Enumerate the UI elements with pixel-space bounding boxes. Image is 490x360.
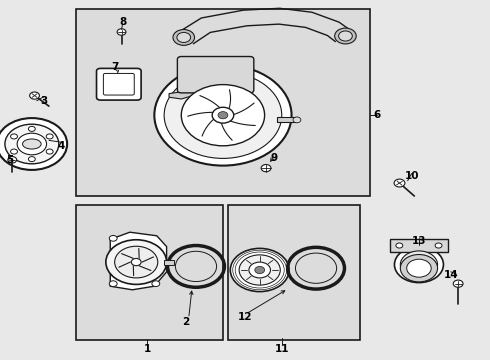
Circle shape bbox=[230, 248, 289, 292]
Bar bbox=[228, 205, 360, 340]
Circle shape bbox=[394, 247, 443, 283]
Ellipse shape bbox=[23, 139, 41, 149]
Circle shape bbox=[11, 134, 18, 139]
Circle shape bbox=[109, 235, 117, 241]
Circle shape bbox=[106, 240, 167, 284]
FancyBboxPatch shape bbox=[97, 68, 141, 100]
Text: 2: 2 bbox=[183, 317, 190, 327]
Text: 11: 11 bbox=[274, 344, 289, 354]
Circle shape bbox=[5, 124, 59, 164]
Circle shape bbox=[396, 243, 403, 248]
Text: 4: 4 bbox=[57, 141, 65, 151]
FancyBboxPatch shape bbox=[390, 239, 448, 252]
Text: 5: 5 bbox=[6, 155, 13, 165]
Circle shape bbox=[154, 65, 292, 166]
Circle shape bbox=[218, 112, 228, 119]
Circle shape bbox=[177, 32, 191, 42]
Circle shape bbox=[8, 157, 17, 163]
Circle shape bbox=[11, 149, 18, 154]
Circle shape bbox=[117, 29, 126, 35]
Circle shape bbox=[335, 28, 356, 44]
Circle shape bbox=[28, 126, 35, 131]
Circle shape bbox=[152, 281, 160, 287]
Circle shape bbox=[400, 251, 438, 278]
Circle shape bbox=[30, 92, 40, 99]
FancyBboxPatch shape bbox=[177, 57, 254, 93]
Text: 1: 1 bbox=[144, 344, 150, 354]
Circle shape bbox=[407, 259, 431, 277]
Text: 3: 3 bbox=[41, 96, 48, 106]
Circle shape bbox=[17, 133, 47, 155]
Circle shape bbox=[28, 157, 35, 162]
Text: 14: 14 bbox=[443, 270, 458, 280]
Bar bbox=[76, 205, 223, 340]
Text: 12: 12 bbox=[238, 312, 252, 322]
Circle shape bbox=[339, 31, 352, 41]
Circle shape bbox=[435, 243, 442, 248]
Text: 6: 6 bbox=[374, 110, 381, 120]
Polygon shape bbox=[277, 117, 296, 122]
Text: 8: 8 bbox=[119, 17, 126, 27]
Bar bbox=[76, 9, 370, 196]
Circle shape bbox=[164, 72, 282, 158]
Circle shape bbox=[173, 30, 195, 45]
Circle shape bbox=[46, 149, 53, 154]
Polygon shape bbox=[169, 88, 194, 99]
Circle shape bbox=[131, 258, 141, 266]
Polygon shape bbox=[110, 232, 167, 290]
Text: 9: 9 bbox=[271, 153, 278, 163]
Circle shape bbox=[453, 280, 463, 287]
Circle shape bbox=[46, 134, 53, 139]
Circle shape bbox=[394, 179, 405, 187]
Circle shape bbox=[255, 266, 265, 274]
Circle shape bbox=[261, 165, 271, 172]
Circle shape bbox=[239, 255, 280, 285]
Circle shape bbox=[293, 117, 301, 123]
Polygon shape bbox=[164, 260, 174, 265]
Text: 7: 7 bbox=[111, 62, 119, 72]
Circle shape bbox=[181, 85, 265, 146]
Text: 10: 10 bbox=[404, 171, 419, 181]
Circle shape bbox=[109, 281, 117, 287]
Circle shape bbox=[212, 107, 234, 123]
Circle shape bbox=[400, 255, 438, 282]
Circle shape bbox=[115, 246, 158, 278]
Text: 13: 13 bbox=[412, 236, 426, 246]
Circle shape bbox=[0, 118, 67, 170]
Circle shape bbox=[249, 262, 270, 278]
FancyBboxPatch shape bbox=[103, 73, 134, 95]
